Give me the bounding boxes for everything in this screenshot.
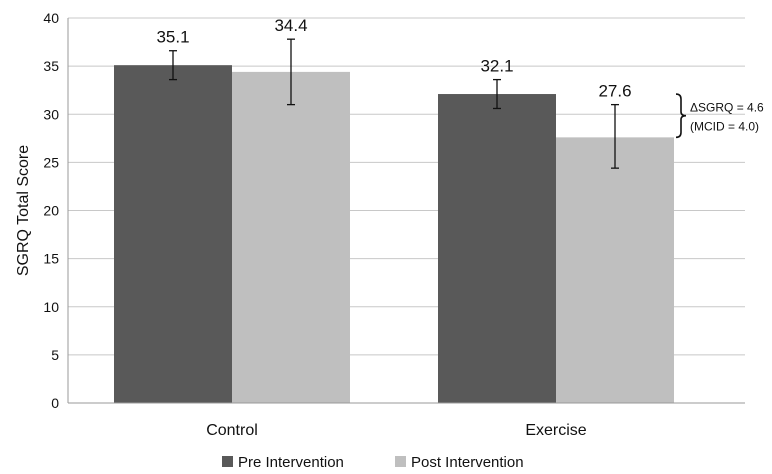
x-axis-labels: Control Exercise <box>206 422 587 439</box>
data-label: 35.1 <box>156 28 189 47</box>
legend-label: Pre Intervention <box>238 454 344 471</box>
bar <box>438 94 556 403</box>
error-bars <box>169 38 619 169</box>
bar <box>114 65 232 403</box>
brace-icon <box>675 93 687 139</box>
legend: Pre Intervention Post Intervention <box>222 454 524 471</box>
data-label: 27.6 <box>598 82 631 101</box>
data-label: 34.4 <box>274 16 307 35</box>
data-label: 32.1 <box>480 57 513 76</box>
y-tick-label: 20 <box>43 203 59 219</box>
bar <box>556 137 674 403</box>
y-axis-title: SGRQ Total Score <box>15 145 32 276</box>
y-tick-label: 15 <box>43 251 59 267</box>
data-labels: 35.1 34.4 32.1 27.6 <box>156 16 631 100</box>
y-tick-label: 0 <box>51 395 59 411</box>
y-axis-ticks: 0 5 10 15 20 25 30 35 40 <box>43 10 59 411</box>
x-tick-label: Exercise <box>525 422 586 439</box>
annotation-delta-sgrq: ΔSGRQ = 4.6 <box>690 101 764 115</box>
y-tick-label: 30 <box>43 106 59 122</box>
annotation: ΔSGRQ = 4.6 (MCID = 4.0) <box>675 93 764 139</box>
x-tick-label: Control <box>206 422 258 439</box>
annotation-mcid: (MCID = 4.0) <box>690 120 759 134</box>
y-tick-label: 40 <box>43 10 59 26</box>
bar <box>232 71 350 404</box>
y-tick-label: 10 <box>43 299 59 315</box>
y-tick-label: 25 <box>43 154 59 170</box>
bars <box>114 65 674 404</box>
y-tick-label: 35 <box>43 58 59 74</box>
legend-label: Post Intervention <box>411 454 524 471</box>
y-tick-label: 5 <box>51 347 59 363</box>
legend-swatch <box>222 456 233 467</box>
legend-swatch <box>395 456 406 467</box>
